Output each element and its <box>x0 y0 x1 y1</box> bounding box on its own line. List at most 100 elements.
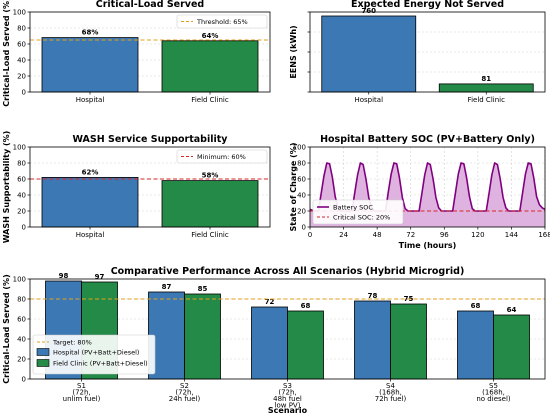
chart-1: Expected Energy Not Served EENS (kWh) 760 H… <box>289 0 546 104</box>
x-tick-label: 72 <box>406 231 415 239</box>
data-label: 72 <box>265 298 275 306</box>
y-axis-label: EENS (kWh) <box>289 25 298 78</box>
y-tick-label: 100 <box>13 9 26 17</box>
y-tick-label: 40 <box>17 57 26 65</box>
y-tick-label: 20 <box>297 208 306 216</box>
x-tick-label: Hospital <box>76 96 105 104</box>
data-label: 87 <box>162 283 172 291</box>
x-tick-label: (72h, <box>72 389 90 397</box>
x-tick-label: 72h fuel) <box>375 395 407 403</box>
chart-title: WASH Service Supportability <box>73 134 229 145</box>
legend-label: Minimum: 60% <box>197 153 246 161</box>
bar-2-1 <box>287 310 324 380</box>
y-axis-label: Critical-Load Served (%) <box>2 0 11 107</box>
x-tick-label: S3 <box>283 382 292 390</box>
chart-title: Critical-Load Served <box>96 0 204 10</box>
x-tick-label: 48 <box>373 231 382 239</box>
data-label: 78 <box>368 292 378 300</box>
y-tick-label: 40 <box>17 336 26 344</box>
legend-swatch <box>36 348 50 356</box>
bar-3-0 <box>354 300 391 380</box>
x-tick-label: (168h, <box>379 389 402 397</box>
y-tick-label: 0 <box>302 224 306 232</box>
legend-box <box>176 14 268 29</box>
y-tick-label: 20 <box>17 356 26 364</box>
legend-label: Threshold: 65% <box>196 18 248 26</box>
chart-title: Comparative Performance Across All Scena… <box>111 266 465 277</box>
y-tick-label: 80 <box>297 160 306 168</box>
y-tick-label: 0 <box>22 376 26 384</box>
x-tick-label: 24h fuel) <box>169 395 201 403</box>
legend-label: Critical SOC: 20% <box>333 213 390 221</box>
x-tick-label: 168 <box>538 231 550 239</box>
data-label: 64% <box>202 32 219 40</box>
x-tick-label: no diesel) <box>476 395 511 403</box>
y-tick-label: 60 <box>297 176 306 184</box>
bar-1 <box>161 180 259 228</box>
x-tick-label: Hospital <box>354 96 383 104</box>
x-axis-label: Time (hours) <box>399 241 457 250</box>
bar-1 <box>438 83 534 93</box>
legend-box <box>176 149 268 164</box>
data-label: 68% <box>82 29 99 37</box>
legend-box <box>32 334 156 375</box>
legend-label: Hospital (PV+Batt+Diesel) <box>53 348 139 356</box>
y-tick-label: 40 <box>17 192 26 200</box>
plot-frame <box>29 278 546 380</box>
x-axis-label: Scenario <box>268 406 308 415</box>
data-label: 64 <box>507 306 517 314</box>
x-tick-label: low PV) <box>275 402 301 410</box>
data-label: 760 <box>361 7 376 15</box>
x-tick-label: (72h, <box>175 389 193 397</box>
x-tick-label: Field Clinic <box>191 231 229 239</box>
y-tick-label: 80 <box>17 25 26 33</box>
legend-label: Battery SOC <box>333 203 373 211</box>
chart-3: Hospital Battery SOC (PV+Battery Only) 0 2… <box>289 134 550 250</box>
chart-4: Comparative Performance Across All Scena… <box>2 266 546 415</box>
x-tick-label: S4 <box>386 382 395 390</box>
y-axis-label: WASH Supportability (%) <box>2 131 11 244</box>
chart-title: Expected Energy Not Served <box>351 0 504 10</box>
x-tick-label: Hospital <box>76 231 105 239</box>
data-label: 58% <box>202 172 219 180</box>
x-tick-label: S2 <box>180 382 189 390</box>
y-tick-label: 0 <box>22 224 26 232</box>
x-tick-label: unlim fuel) <box>63 395 101 403</box>
bar-4-0 <box>457 310 494 380</box>
x-tick-label: 96 <box>440 231 449 239</box>
data-label: 68 <box>471 302 481 310</box>
plot-frame <box>309 146 546 228</box>
y-tick-label: 40 <box>297 192 306 200</box>
y-tick-label: 80 <box>17 160 26 168</box>
plot-frame <box>29 11 271 93</box>
x-tick-label: 0 <box>308 231 312 239</box>
legend-swatch <box>36 359 50 367</box>
y-tick-label: 60 <box>17 41 26 49</box>
bar-2-0 <box>251 306 288 380</box>
x-tick-label: Field Clinic <box>191 96 229 104</box>
y-tick-label: 100 <box>293 144 306 152</box>
data-label: 85 <box>198 285 208 293</box>
bar-1 <box>161 40 259 93</box>
y-axis-label: State of Charge (%) <box>289 143 298 232</box>
x-tick-label: (168h, <box>482 389 505 397</box>
plot-frame <box>29 146 271 228</box>
y-axis-label: Critical-Load Served (%) <box>2 274 11 383</box>
data-label: 81 <box>481 75 491 83</box>
legend-label: Target: 80% <box>52 338 92 346</box>
y-tick-label: 20 <box>17 208 26 216</box>
y-tick-label: 60 <box>17 176 26 184</box>
legend-label: Field Clinic (PV+Batt+Diesel) <box>53 359 148 367</box>
y-tick-label: 80 <box>17 296 26 304</box>
plot-frame <box>309 11 546 93</box>
bar-4-1 <box>493 314 530 380</box>
x-tick-label: 24 <box>339 231 348 239</box>
bar-0 <box>321 15 417 93</box>
x-tick-label: (72h, <box>278 389 296 397</box>
x-tick-label: 48h fuel <box>273 395 302 403</box>
x-tick-label: 144 <box>505 231 519 239</box>
data-label: 68 <box>301 302 311 310</box>
chart-title: Hospital Battery SOC (PV+Battery Only) <box>320 134 535 145</box>
bar-0 <box>41 176 139 228</box>
